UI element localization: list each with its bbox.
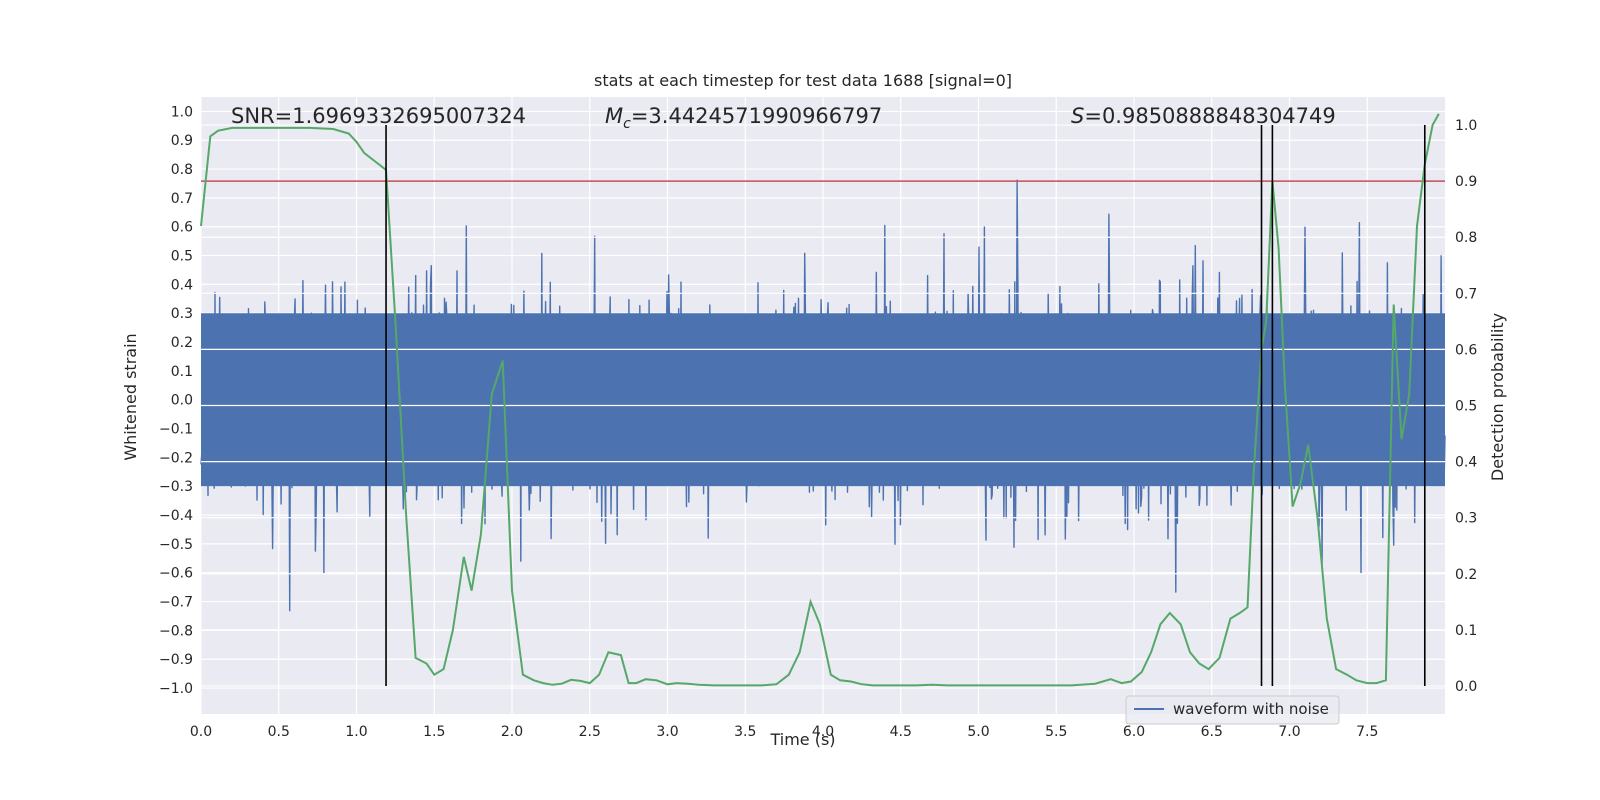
x-tick-label: 0.5 bbox=[268, 724, 290, 740]
y-tick-label: −0.7 bbox=[159, 595, 193, 611]
y-tick-label: −0.1 bbox=[159, 422, 193, 438]
y-tick-label: 0.5 bbox=[171, 249, 193, 265]
y-tick-label: −0.5 bbox=[159, 537, 193, 553]
legend-box bbox=[1125, 695, 1340, 725]
y2-tick-label: 0.9 bbox=[1455, 174, 1477, 190]
x-tick-label: 6.5 bbox=[1201, 724, 1223, 740]
s-value: =0.9850888848304749 bbox=[1084, 104, 1335, 128]
s-annotation: S=0.9850888848304749 bbox=[1071, 104, 1336, 128]
y-axis-label: Whitened strain bbox=[121, 333, 140, 460]
chirp-mass-annotation: Mc=3.4424571990966797 bbox=[605, 104, 882, 132]
y2-tick-labels: 1.0 0.9 0.8 0.7 0.6 0.5 0.4 0.3 0.2 0.1 0.0 bbox=[1455, 118, 1477, 695]
x-tick-label: 1.0 bbox=[345, 724, 367, 740]
x-tick-label: 7.5 bbox=[1356, 724, 1378, 740]
y2-tick-label: 1.0 bbox=[1455, 118, 1477, 134]
x-tick-label: 3.0 bbox=[656, 724, 678, 740]
x-tick-label: 6.0 bbox=[1123, 724, 1145, 740]
y-tick-label: −0.8 bbox=[159, 623, 193, 639]
y2-axis-label: Detection probability bbox=[1488, 313, 1507, 481]
y-tick-label: 1.0 bbox=[171, 104, 193, 120]
y-tick-label: 0.6 bbox=[171, 220, 193, 236]
y-tick-labels: 1.0 0.9 0.8 0.7 0.6 0.5 0.4 0.3 0.2 0.1 0.0 −0.1 −0.… bbox=[159, 104, 193, 697]
y-tick-label: 0.4 bbox=[171, 277, 193, 293]
x-tick-label: 4.0 bbox=[812, 724, 834, 740]
chirp-mass-value: =3.4424571990966797 bbox=[631, 104, 882, 128]
y-tick-label: −1.0 bbox=[159, 681, 193, 697]
y-tick-label: 0.1 bbox=[171, 364, 193, 380]
snr-annotation: SNR=1.6969332695007324 bbox=[231, 104, 526, 128]
y-tick-label: 0.2 bbox=[171, 335, 193, 351]
x-tick-label: 5.0 bbox=[967, 724, 989, 740]
peak-markers bbox=[385, 125, 1426, 686]
y2-tick-label: 0.3 bbox=[1455, 511, 1477, 527]
chirp-mass-symbol: M bbox=[605, 104, 623, 128]
y2-tick-label: 0.4 bbox=[1455, 455, 1477, 471]
y2-tick-label: 0.2 bbox=[1455, 567, 1477, 583]
x-tick-label: 1.5 bbox=[423, 724, 445, 740]
y2-tick-label: 0.7 bbox=[1455, 286, 1477, 302]
y-tick-label: 0.3 bbox=[171, 306, 193, 322]
y2-tick-label: 0.1 bbox=[1455, 623, 1477, 639]
y2-tick-label: 0.0 bbox=[1455, 679, 1477, 695]
x-tick-label: 5.5 bbox=[1045, 724, 1067, 740]
waveform-series bbox=[200, 124, 1446, 687]
x-axis-label: Time (s) bbox=[769, 730, 835, 749]
s-symbol: S bbox=[1071, 104, 1084, 128]
y-tick-label: −0.6 bbox=[159, 566, 193, 582]
waveform-core-band bbox=[201, 313, 1445, 487]
x-tick-label: 4.5 bbox=[890, 724, 912, 740]
y-tick-label: −0.3 bbox=[159, 479, 193, 495]
chirp-mass-subscript: c bbox=[623, 116, 631, 132]
detection-probability-line bbox=[200, 113, 1440, 687]
legend-label: waveform with noise bbox=[1173, 700, 1329, 718]
y-tick-label: 0.9 bbox=[171, 133, 193, 149]
y-tick-label: −0.2 bbox=[159, 450, 193, 466]
y-tick-label: 0.0 bbox=[171, 393, 193, 409]
legend: waveform with noise bbox=[1125, 695, 1340, 725]
x-tick-labels: 0.0 0.5 1.0 1.5 2.0 2.5 3.0 3.5 4.0 4.5 5.0 5.5 6.0 6… bbox=[190, 724, 1379, 740]
chart-title: stats at each timestep for test data 168… bbox=[594, 71, 1012, 90]
x-tick-label: 2.5 bbox=[579, 724, 601, 740]
y2-tick-label: 0.8 bbox=[1455, 230, 1477, 246]
x-tick-label: 7.0 bbox=[1278, 724, 1300, 740]
x-tick-label: 3.5 bbox=[734, 724, 756, 740]
y-tick-label: 0.7 bbox=[171, 191, 193, 207]
y-tick-label: 0.8 bbox=[171, 162, 193, 178]
y-tick-label: −0.4 bbox=[159, 508, 193, 524]
y2-tick-label: 0.6 bbox=[1455, 342, 1477, 358]
y2-tick-label: 0.5 bbox=[1455, 399, 1477, 415]
x-tick-label: 0.0 bbox=[190, 724, 212, 740]
y-tick-label: −0.9 bbox=[159, 652, 193, 668]
x-tick-label: 2.0 bbox=[501, 724, 523, 740]
